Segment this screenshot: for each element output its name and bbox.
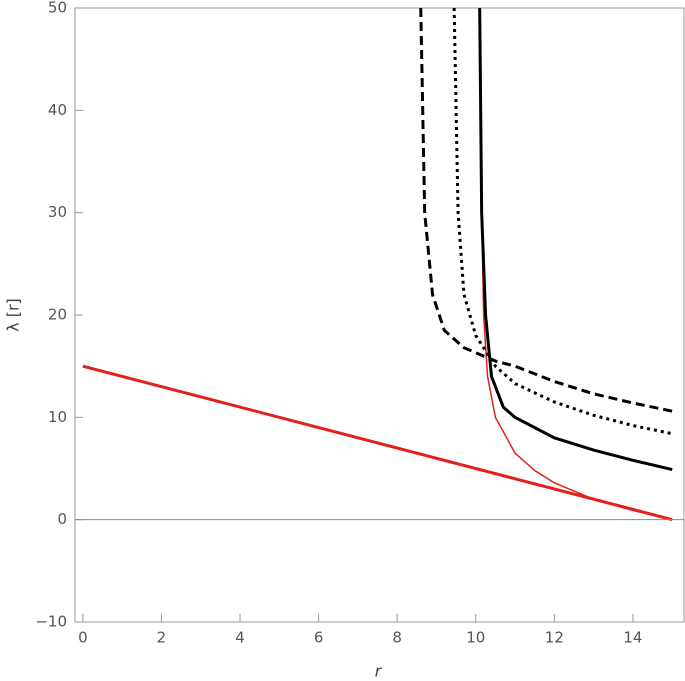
- y-tick-label: 0: [57, 510, 67, 528]
- x-tick-label: 2: [157, 629, 167, 647]
- y-tick-label: 20: [48, 306, 67, 324]
- y-tick-label: 10: [48, 408, 67, 426]
- x-tick-label: 14: [623, 629, 642, 647]
- series-line: [478, 8, 673, 521]
- series-line: [82, 364, 673, 522]
- y-tick-label: 50: [48, 0, 67, 17]
- y-axis-title: λ [r]: [4, 298, 23, 332]
- x-tick-label: 6: [314, 629, 324, 647]
- x-tick-label: 12: [545, 629, 564, 647]
- series-line: [452, 8, 673, 436]
- x-tick-label: 4: [235, 629, 245, 647]
- y-tick-label: 40: [48, 101, 67, 119]
- plot-frame: [74, 7, 685, 623]
- x-tick-label: 0: [78, 629, 88, 647]
- x-axis-title: r: [375, 662, 383, 681]
- series-line: [478, 8, 673, 471]
- x-tick-label: 10: [466, 629, 485, 647]
- series-line: [419, 8, 673, 413]
- y-tick-label: 30: [48, 203, 67, 221]
- y-tick-label: −10: [35, 613, 67, 631]
- plot-area: [82, 8, 673, 522]
- x-tick-label: 8: [392, 629, 402, 647]
